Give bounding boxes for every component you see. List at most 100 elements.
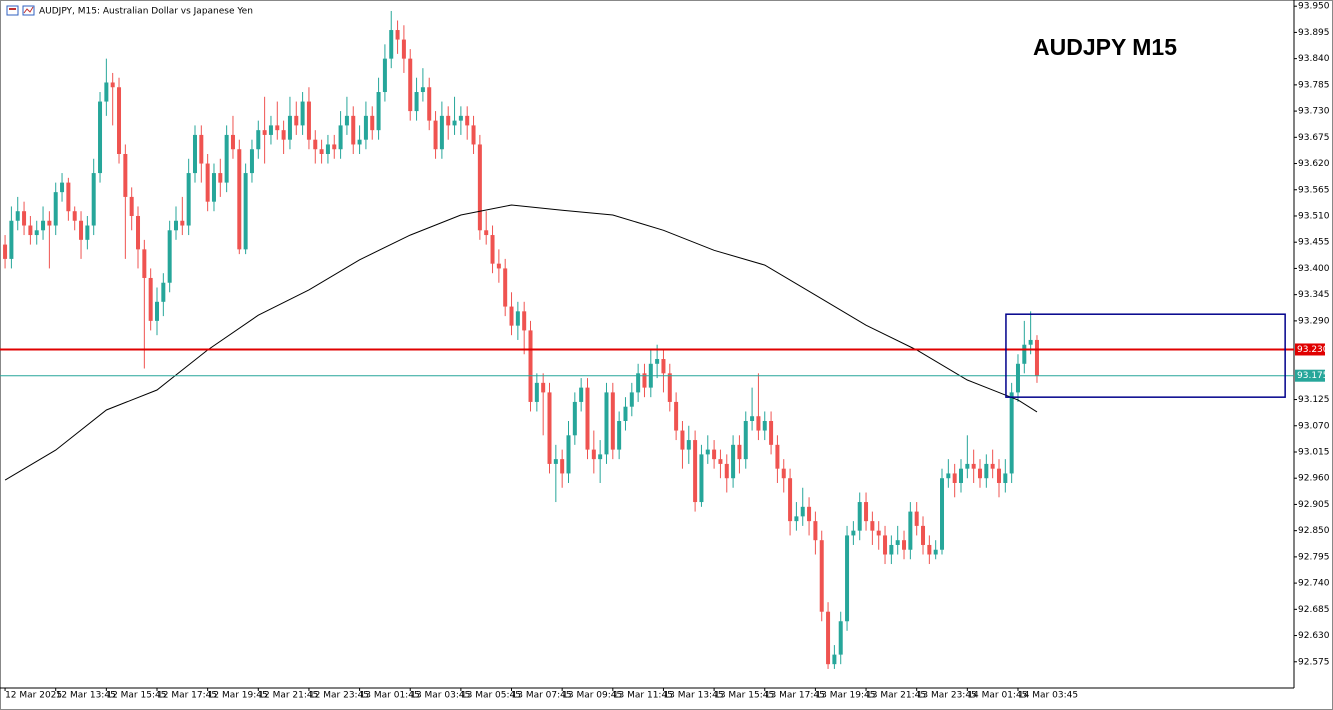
candle-body	[661, 359, 666, 374]
y-tick-label: 92.685	[1298, 605, 1330, 615]
candle-body	[3, 244, 8, 259]
candle-body	[167, 230, 172, 283]
chart-title: AUDJPY M15	[1033, 34, 1177, 60]
candle-body	[338, 125, 343, 150]
x-tick-label: 13 Mar 09:45	[562, 691, 622, 701]
y-tick-label: 92.960	[1298, 474, 1330, 484]
y-tick-label: 92.630	[1298, 631, 1330, 641]
candle-body	[471, 125, 476, 145]
candle-body	[205, 163, 210, 202]
moving-average	[4, 204, 1038, 481]
candle-body	[376, 92, 381, 131]
x-tick-label: 13 Mar 07:45	[512, 691, 572, 701]
candle-body	[933, 549, 938, 555]
candle-body	[237, 149, 242, 250]
candle-body	[85, 225, 90, 240]
candle-body	[34, 230, 39, 236]
candle-body	[610, 392, 615, 450]
candle-body	[41, 220, 46, 231]
candle-body	[414, 92, 419, 112]
candle-body	[604, 392, 609, 455]
candle-body	[79, 220, 84, 240]
candle-body	[813, 521, 818, 541]
x-tick-label: 13 Mar 11:45	[613, 691, 673, 701]
candle-body	[199, 134, 204, 164]
candle-body	[300, 101, 305, 126]
candle-body	[1015, 363, 1020, 393]
candle-body	[788, 478, 793, 522]
candle-body	[534, 382, 539, 402]
candle-body	[667, 373, 672, 402]
candle-body	[91, 173, 96, 226]
y-tick-label: 93.070	[1298, 421, 1330, 431]
candle-body	[541, 382, 546, 393]
candle-body	[977, 468, 982, 479]
candle-body	[319, 149, 324, 155]
candle-body	[889, 544, 894, 555]
candle-body	[984, 463, 989, 479]
y-tick-label: 93.840	[1298, 54, 1330, 64]
candle-body	[598, 454, 603, 460]
header-icons	[6, 5, 35, 16]
candle-body	[452, 120, 457, 126]
candle-body	[959, 468, 964, 483]
candle-body	[718, 459, 723, 464]
candle-body	[731, 444, 736, 479]
candle-body	[66, 182, 71, 212]
candle-body	[110, 82, 115, 88]
candle-body	[965, 463, 970, 469]
candle-body	[275, 125, 280, 131]
candle-body	[927, 544, 932, 555]
candle-body	[325, 144, 330, 155]
candle-body	[996, 468, 1001, 483]
candle-body	[680, 430, 685, 450]
candle-body	[528, 330, 533, 402]
candle-body	[566, 435, 571, 474]
x-tick-label: 13 Mar 17:45	[765, 691, 825, 701]
candle-body	[743, 421, 748, 460]
candle-body	[503, 268, 508, 307]
candle-body	[807, 506, 812, 522]
candle-body	[53, 192, 58, 226]
candle-body	[591, 449, 596, 460]
x-tick-label: 12 Mar 17:45	[157, 691, 217, 701]
y-tick-label: 93.950	[1298, 2, 1330, 12]
candle-body	[458, 115, 463, 121]
candle-body	[775, 444, 780, 469]
candle-body	[1022, 344, 1027, 364]
candle-body	[484, 230, 489, 236]
candle-body	[674, 401, 679, 431]
candle-body	[845, 535, 850, 622]
candle-body	[705, 449, 710, 455]
candle-body	[192, 134, 197, 174]
candle-body	[952, 473, 957, 483]
candle-body	[990, 463, 995, 469]
candle-body	[420, 87, 425, 93]
candle-body	[857, 502, 862, 531]
candle-body	[180, 220, 185, 226]
candle-body	[370, 115, 375, 131]
candle-body	[940, 478, 945, 550]
candle-body	[123, 154, 128, 197]
candle-body	[1028, 339, 1033, 345]
x-tick-label: 12 Mar 13:45	[56, 691, 116, 701]
candle-body	[287, 115, 292, 140]
candle-body	[971, 463, 976, 469]
candle-body	[395, 30, 400, 40]
candle-body	[585, 387, 590, 450]
candle-body	[819, 540, 824, 612]
candle-body	[617, 421, 622, 450]
price-tag	[1295, 369, 1325, 382]
candle-body	[389, 30, 394, 59]
candle-body	[249, 149, 254, 174]
candle-body	[465, 115, 470, 126]
candle-body	[838, 621, 843, 655]
candle-body	[724, 463, 729, 479]
candle-body	[826, 611, 831, 665]
candle-body	[756, 416, 761, 431]
candle-body	[477, 144, 482, 231]
candle-body	[218, 173, 223, 183]
candle-body	[9, 220, 14, 259]
candle-body	[268, 125, 273, 135]
x-tick-label: 12 Mar 23:45	[309, 691, 369, 701]
